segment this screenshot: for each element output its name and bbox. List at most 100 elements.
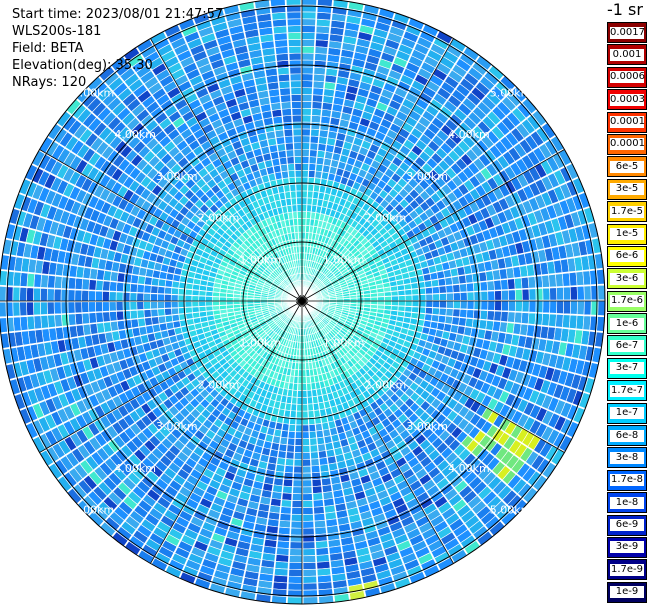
backscatter-cell xyxy=(289,541,303,550)
backscatter-cell xyxy=(310,121,321,131)
backscatter-cell xyxy=(130,274,140,285)
backscatter-cell xyxy=(311,108,322,117)
backscatter-cell xyxy=(226,304,234,310)
backscatter-cell xyxy=(301,11,317,20)
backscatter-cell xyxy=(102,311,111,323)
backscatter-cell xyxy=(363,300,372,305)
backscatter-cell xyxy=(403,283,412,291)
backscatter-cell xyxy=(542,287,551,301)
backscatter-cell xyxy=(285,458,295,467)
backscatter-cell xyxy=(302,486,313,495)
backscatter-cell xyxy=(205,296,213,302)
backscatter-cell xyxy=(302,390,308,398)
backscatter-cell xyxy=(122,282,132,293)
backscatter-cell xyxy=(60,289,69,302)
backscatter-cell xyxy=(301,66,314,75)
backscatter-cell xyxy=(284,402,292,411)
backscatter-cell xyxy=(314,46,328,55)
backscatter-cell xyxy=(302,582,318,591)
backscatter-cell xyxy=(171,280,180,289)
backscatter-cell xyxy=(493,310,502,322)
backscatter-cell xyxy=(316,156,325,166)
backscatter-cell xyxy=(424,280,433,288)
backscatter-cell xyxy=(192,317,202,325)
backscatter-cell xyxy=(307,183,315,192)
backscatter-cell xyxy=(278,443,288,452)
backscatter-cell xyxy=(232,304,241,309)
backscatter-cell xyxy=(199,316,209,323)
backscatter-cell xyxy=(301,211,307,219)
backscatter-cell xyxy=(302,438,310,446)
backscatter-cell xyxy=(296,396,303,405)
backscatter-cell xyxy=(390,285,399,292)
backscatter-cell xyxy=(349,294,358,299)
backscatter-cell xyxy=(301,94,313,102)
backscatter-cell xyxy=(115,301,124,312)
backscatter-cell xyxy=(302,431,310,440)
backscatter-cell xyxy=(466,309,475,319)
backscatter-cell xyxy=(170,301,179,309)
backscatter-cell xyxy=(451,275,460,285)
backscatter-cell xyxy=(349,297,358,302)
backscatter-cell xyxy=(318,457,329,466)
backscatter-cell xyxy=(143,301,152,310)
backscatter-cell xyxy=(246,303,255,308)
backscatter-cell xyxy=(60,276,70,290)
backscatter-cell xyxy=(424,307,433,315)
backscatter-cell xyxy=(316,560,331,570)
backscatter-cell xyxy=(290,534,303,543)
backscatter-cell xyxy=(164,308,173,316)
backscatter-cell xyxy=(287,596,303,605)
backscatter-cell xyxy=(384,300,392,306)
backscatter-cell xyxy=(316,554,330,563)
backscatter-cell xyxy=(555,273,564,287)
backscatter-cell xyxy=(301,204,307,212)
backscatter-cell xyxy=(192,311,201,319)
backscatter-cell xyxy=(40,274,49,288)
backscatter-cell xyxy=(54,275,63,289)
backscatter-cell xyxy=(301,45,315,54)
backscatter-cell xyxy=(116,281,125,292)
backscatter-cell xyxy=(314,526,327,536)
backscatter-cell xyxy=(302,506,314,515)
backscatter-cell xyxy=(246,300,255,305)
backscatter-cell xyxy=(95,290,103,302)
backscatter-cell xyxy=(563,300,571,315)
backscatter-cell xyxy=(163,294,172,302)
backscatter-cell xyxy=(316,567,332,577)
backscatter-cell xyxy=(520,312,530,325)
backscatter-cell xyxy=(486,310,495,321)
backscatter-cell xyxy=(150,301,158,310)
backscatter-cell xyxy=(307,403,314,412)
backscatter-cell xyxy=(391,300,399,306)
backscatter-cell xyxy=(26,301,35,316)
backscatter-cell xyxy=(279,513,292,522)
backscatter-cell xyxy=(157,301,165,309)
backscatter-cell xyxy=(317,143,327,152)
backscatter-cell xyxy=(383,291,392,297)
backscatter-cell xyxy=(33,273,42,288)
backscatter-cell xyxy=(198,301,207,307)
backscatter-cell xyxy=(212,291,221,297)
backscatter-cell xyxy=(198,306,207,313)
backscatter-cell xyxy=(212,305,221,311)
backscatter-sectors xyxy=(0,0,606,605)
backscatter-cell xyxy=(129,292,138,302)
backscatter-cell xyxy=(311,115,322,124)
backscatter-cell xyxy=(115,291,124,302)
backscatter-cell xyxy=(293,472,303,481)
backscatter-cell xyxy=(302,527,315,536)
backscatter-cell xyxy=(298,369,303,378)
backscatter-cell xyxy=(137,275,146,285)
backscatter-cell xyxy=(226,308,235,314)
backscatter-cell xyxy=(301,341,305,350)
backscatter-cell xyxy=(438,307,447,316)
backscatter-cell xyxy=(184,301,193,308)
backscatter-cell xyxy=(151,316,160,326)
backscatter-cell xyxy=(302,575,318,584)
backscatter-cell xyxy=(302,376,307,384)
backscatter-cell xyxy=(514,300,523,312)
backscatter-cell xyxy=(549,287,558,301)
backscatter-cell xyxy=(143,284,152,294)
backscatter-cell xyxy=(313,184,321,193)
